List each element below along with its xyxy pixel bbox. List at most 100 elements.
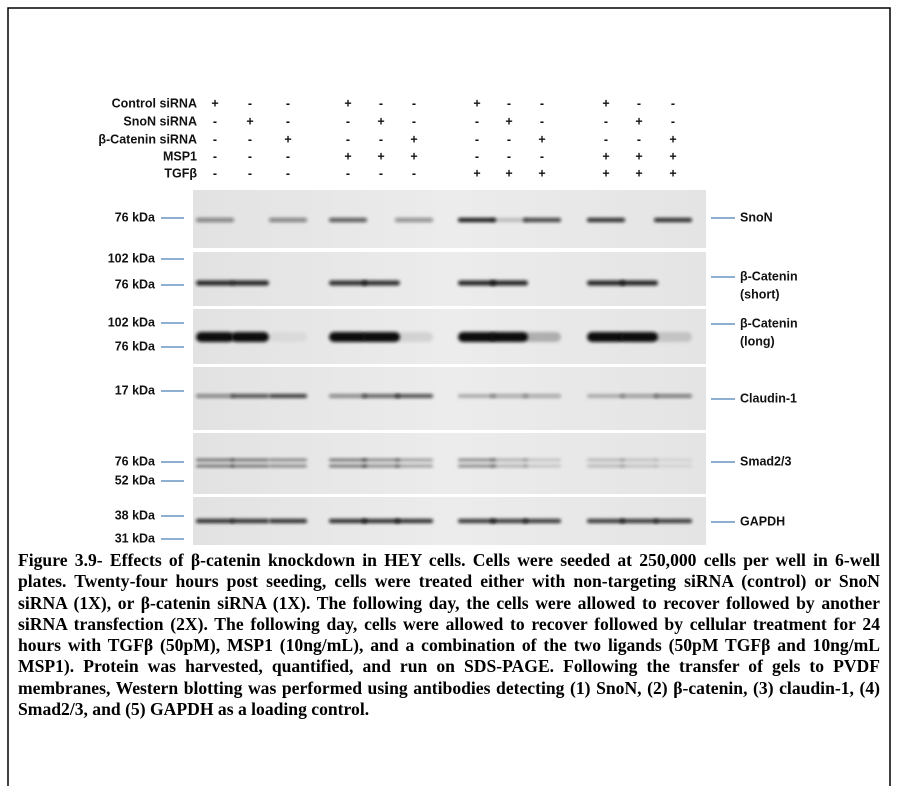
band	[196, 281, 234, 286]
treatment-sign: -	[507, 149, 511, 163]
band	[269, 465, 307, 468]
treatment-sign: +	[602, 149, 609, 163]
treatment-sign: +	[410, 132, 417, 146]
treatment-sign: +	[505, 114, 512, 128]
treatment-sign: -	[248, 96, 252, 110]
treatment-sign: -	[540, 114, 544, 128]
figure-caption: Figure 3.9- Effects of β-catenin knockdo…	[18, 550, 880, 720]
protein-label: Smad2/3	[740, 454, 791, 468]
marker-label: 76 kDa	[115, 339, 156, 353]
treatment-sign: -	[213, 166, 217, 180]
band	[269, 394, 307, 398]
band	[231, 332, 269, 342]
band	[362, 281, 400, 286]
protein-label: GAPDH	[740, 514, 785, 528]
marker-label: 102 kDa	[108, 251, 156, 265]
treatment-sign: +	[538, 132, 545, 146]
band	[523, 218, 561, 222]
protein-label: β-Catenin	[740, 316, 798, 330]
band	[654, 332, 692, 342]
protein-label: (short)	[740, 287, 780, 301]
marker-label: 76 kDa	[115, 454, 156, 468]
band	[523, 465, 561, 468]
blot-panel	[193, 252, 706, 306]
treatment-sign: -	[412, 166, 416, 180]
treatment-sign: -	[412, 114, 416, 128]
treatment-sign: -	[346, 166, 350, 180]
marker-label: 17 kDa	[115, 383, 156, 397]
marker-label: 31 kDa	[115, 531, 156, 545]
treatment-sign: -	[346, 114, 350, 128]
band	[269, 459, 307, 462]
band	[231, 519, 269, 523]
band	[587, 394, 625, 398]
band	[196, 465, 234, 468]
band	[231, 394, 269, 398]
treatment-sign: -	[213, 132, 217, 146]
band	[620, 459, 658, 462]
treatment-sign: +	[246, 114, 253, 128]
band	[231, 459, 269, 462]
band	[231, 281, 269, 286]
band	[231, 465, 269, 468]
band	[395, 519, 433, 523]
band	[269, 332, 307, 342]
treatment-sign: +	[635, 114, 642, 128]
band	[490, 519, 528, 523]
treatment-sign: -	[475, 132, 479, 146]
band	[329, 519, 367, 523]
treatment-sign: -	[604, 132, 608, 146]
treatment-sign: -	[475, 114, 479, 128]
band	[196, 394, 234, 398]
treatment-sign: +	[377, 114, 384, 128]
treatment-sign: +	[410, 149, 417, 163]
treatment-sign: -	[213, 149, 217, 163]
band	[196, 218, 234, 222]
band	[587, 332, 625, 342]
treatment-sign: -	[379, 132, 383, 146]
band	[490, 281, 528, 286]
treatment-sign: +	[377, 149, 384, 163]
band	[329, 218, 367, 222]
band	[362, 332, 400, 342]
band	[654, 465, 692, 468]
treatment-label: SnoN siRNA	[123, 114, 197, 128]
band	[329, 465, 367, 468]
band	[490, 332, 528, 342]
band	[196, 332, 234, 342]
treatment-sign: +	[669, 166, 676, 180]
marker-label: 76 kDa	[115, 277, 156, 291]
band	[620, 465, 658, 468]
band	[523, 459, 561, 462]
treatment-sign: +	[344, 96, 351, 110]
band	[362, 465, 400, 468]
band	[362, 394, 400, 398]
band	[620, 332, 658, 342]
band	[523, 394, 561, 398]
band	[523, 332, 561, 342]
band	[329, 281, 367, 286]
band	[329, 332, 367, 342]
treatment-sign: -	[671, 96, 675, 110]
treatment-sign: +	[635, 166, 642, 180]
band	[329, 459, 367, 462]
band	[587, 218, 625, 222]
band	[523, 519, 561, 523]
band	[620, 394, 658, 398]
treatment-sign: -	[379, 96, 383, 110]
marker-label: 102 kDa	[108, 315, 156, 329]
band	[654, 394, 692, 398]
treatment-sign: -	[248, 149, 252, 163]
treatment-sign: +	[211, 96, 218, 110]
treatment-sign: -	[637, 96, 641, 110]
treatment-sign: -	[379, 166, 383, 180]
band	[490, 218, 528, 222]
band	[587, 465, 625, 468]
band	[395, 218, 433, 222]
band	[362, 459, 400, 462]
band	[269, 519, 307, 523]
treatment-sign: +	[635, 149, 642, 163]
treatment-sign: +	[473, 166, 480, 180]
treatment-sign: -	[286, 96, 290, 110]
band	[269, 218, 307, 222]
